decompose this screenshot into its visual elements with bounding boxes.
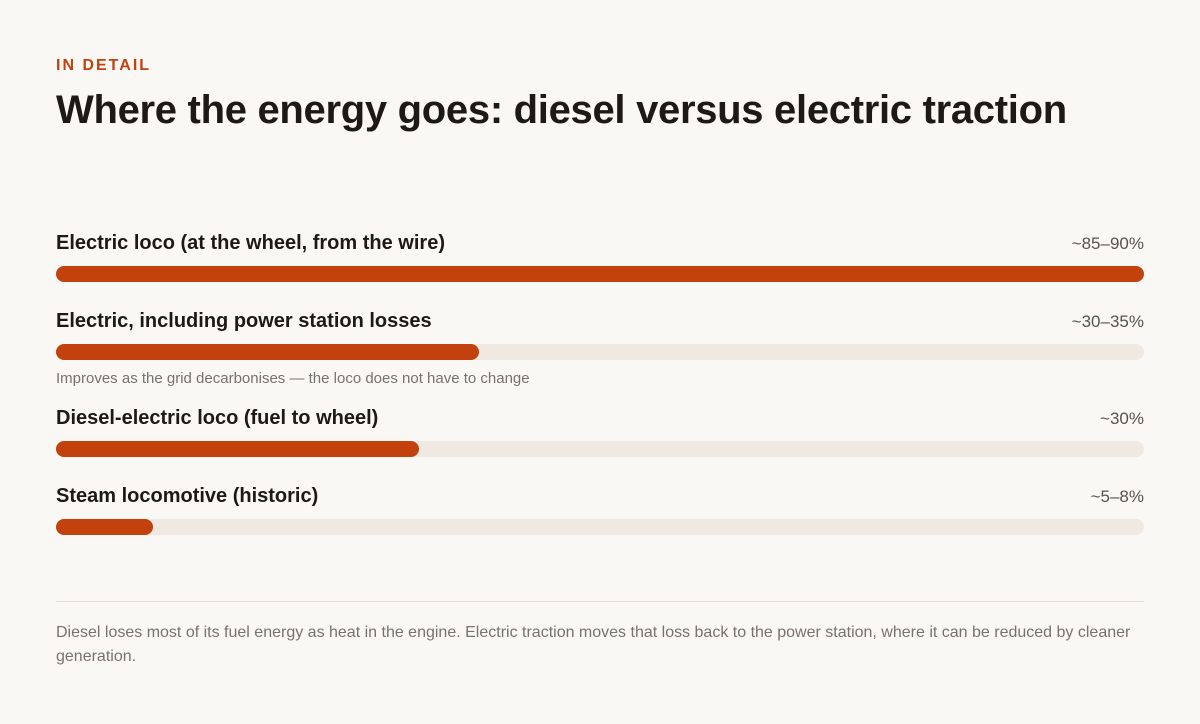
bar-track (56, 344, 1144, 360)
bar-track (56, 441, 1144, 457)
bar-header: Electric loco (at the wheel, from the wi… (56, 232, 1144, 258)
bar-row: Electric loco (at the wheel, from the wi… (56, 232, 1144, 282)
bar-label: Steam locomotive (historic) (56, 485, 319, 507)
chart-title: Where the energy goes: diesel versus ele… (56, 88, 1067, 132)
bar (56, 519, 153, 535)
bar (56, 441, 419, 457)
bar-header: Steam locomotive (historic) ~5–8% (56, 485, 1144, 511)
bar-label: Diesel-electric loco (fuel to wheel) (56, 407, 379, 429)
bar-label: Electric, including power station losses (56, 310, 432, 332)
bar (56, 344, 480, 360)
kicker: IN DETAIL (56, 57, 152, 74)
bar-header: Electric, including power station losses… (56, 310, 1144, 336)
bar-row: Diesel-electric loco (fuel to wheel) ~30% (56, 407, 1144, 457)
bar-header: Diesel-electric loco (fuel to wheel) ~30% (56, 407, 1144, 433)
footnote: Diesel loses most of its fuel energy as … (56, 624, 1131, 665)
divider (56, 601, 1144, 602)
bar-row: Steam locomotive (historic) ~5–8% (56, 485, 1144, 535)
value-label: ~5–8% (1090, 487, 1144, 506)
bar-list: Electric loco (at the wheel, from the wi… (56, 232, 1144, 563)
value-label: ~85–90% (1071, 234, 1144, 253)
bar-note: Improves as the grid decarbonises — the … (56, 370, 530, 387)
bar-label: Electric loco (at the wheel, from the wi… (56, 232, 445, 254)
bar-track (56, 266, 1144, 282)
value-label: ~30–35% (1071, 312, 1144, 331)
bar (56, 266, 1144, 282)
bar-track (56, 519, 1144, 535)
bar-row: Electric, including power station losses… (56, 310, 1144, 387)
value-label: ~30% (1100, 409, 1144, 428)
